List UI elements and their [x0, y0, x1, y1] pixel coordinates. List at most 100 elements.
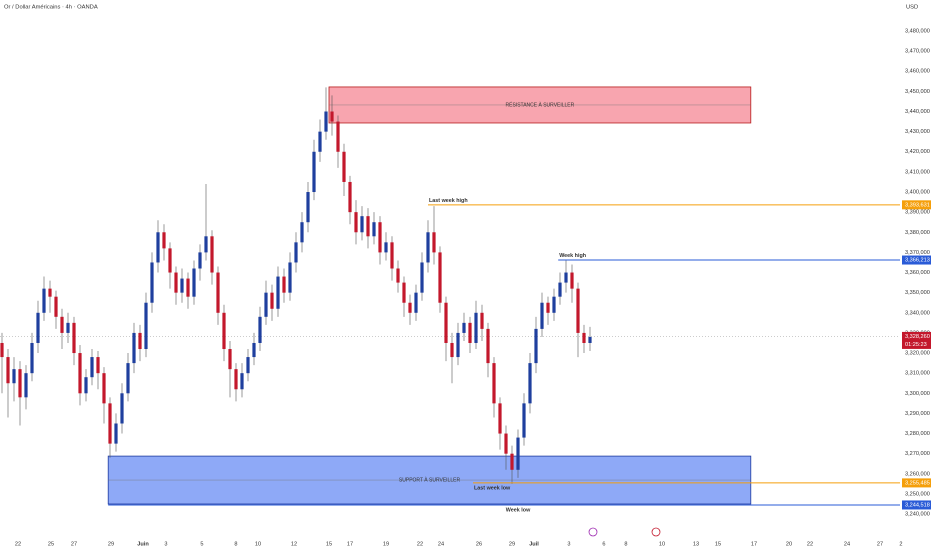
candle-body: [306, 192, 310, 223]
candle-body: [258, 316, 262, 343]
x-tick-label: 29: [509, 541, 515, 547]
candle-body: [552, 296, 556, 313]
x-tick-label: 10: [659, 541, 665, 547]
x-tick-label: 3: [164, 541, 167, 547]
candle-body: [498, 403, 502, 434]
candle-body: [90, 357, 94, 378]
candle-body: [474, 312, 478, 343]
candle-body: [102, 373, 106, 404]
event-icon[interactable]: [588, 527, 598, 537]
candle-body: [420, 262, 424, 293]
y-tick-label: 3,460,000: [905, 69, 930, 75]
event-icons: [588, 527, 661, 537]
candle-body: [540, 302, 544, 329]
x-tick-label: 20: [786, 541, 792, 547]
x-tick-label: 22: [807, 541, 813, 547]
x-tick-label: 26: [476, 541, 482, 547]
candle-body: [48, 288, 52, 297]
level-label: Last week low: [474, 485, 511, 491]
x-tick-label: 27: [71, 541, 77, 547]
y-tick-label: 3,440,000: [905, 109, 930, 115]
candle-body: [444, 302, 448, 343]
candle-body: [186, 278, 190, 297]
x-tick-label: 22: [15, 541, 21, 547]
candle-body: [246, 357, 250, 374]
candle-body: [276, 276, 280, 309]
candle-body: [66, 322, 70, 333]
y-tick-label: 3,300,000: [905, 391, 930, 397]
candle-body: [366, 216, 370, 237]
candle-body: [264, 292, 268, 317]
candle-body: [216, 272, 220, 313]
candle-body: [252, 342, 256, 358]
candle-body: [504, 433, 508, 454]
y-tick-label: 3,290,000: [905, 411, 930, 417]
candle-body: [198, 252, 202, 269]
y-tick-label: 3,370,000: [905, 250, 930, 256]
y-tick-label: 3,390,000: [905, 210, 930, 216]
candle-body: [330, 111, 334, 122]
countdown-label: 01:25:23: [905, 342, 927, 348]
y-tick-label: 3,410,000: [905, 169, 930, 175]
candle-body: [72, 322, 76, 354]
x-tick-label: Juil: [529, 541, 539, 547]
candle-body: [312, 151, 316, 193]
x-tick-label: 12: [291, 541, 297, 547]
y-tick-label: 3,380,000: [905, 230, 930, 236]
candle-body: [432, 232, 436, 253]
candle-body: [570, 272, 574, 289]
y-tick-label: 3,260,000: [905, 471, 930, 477]
zone-label: SUPPORT À SURVEILLER: [399, 476, 461, 483]
x-tick-label: 17: [347, 541, 353, 547]
candle-body: [288, 262, 292, 293]
candle-body: [318, 131, 322, 152]
current-price-tag: [902, 331, 931, 349]
candle-body: [168, 248, 172, 273]
candle-body: [342, 151, 346, 182]
candle-body: [300, 222, 304, 243]
x-tick-label: 8: [624, 541, 627, 547]
candle-body: [522, 403, 526, 438]
candle-body: [108, 403, 112, 444]
x-tick-label: 24: [438, 541, 444, 547]
candle-body: [150, 262, 154, 303]
x-tick-label: 27: [877, 541, 883, 547]
candle-body: [372, 222, 376, 237]
event-icon[interactable]: [651, 527, 661, 537]
x-tick-label: 13: [693, 541, 699, 547]
candle-body: [120, 393, 124, 424]
y-tick-label: 3,350,000: [905, 290, 930, 296]
x-tick-label: 17: [751, 541, 757, 547]
candle-body: [516, 437, 520, 470]
x-tick-label: 24: [844, 541, 850, 547]
candle-body: [204, 236, 208, 253]
candle-body: [414, 292, 418, 313]
x-tick-label: 19: [383, 541, 389, 547]
candle-body: [24, 373, 28, 398]
candle-body: [96, 357, 100, 374]
candle-body: [144, 302, 148, 350]
candle-body: [534, 328, 538, 364]
currency-label: USD: [906, 5, 918, 11]
y-tick-label: 3,400,000: [905, 190, 930, 196]
candle-body: [42, 288, 46, 313]
candle-body: [192, 268, 196, 297]
candle-body: [426, 232, 430, 263]
candle-body: [546, 302, 550, 313]
candle-body: [12, 369, 16, 384]
candle-body: [486, 328, 490, 364]
candle-body: [294, 242, 298, 263]
y-tick-label: 3,310,000: [905, 371, 930, 377]
y-tick-label: 3,280,000: [905, 431, 930, 437]
candle-body: [384, 242, 388, 253]
y-tick-label: 3,480,000: [905, 28, 930, 34]
candle-body: [480, 312, 484, 329]
candle-body: [408, 302, 412, 313]
candle-body: [456, 332, 460, 358]
candle-body: [228, 349, 232, 370]
candle-body: [78, 353, 82, 394]
candle-body: [468, 322, 472, 343]
level-tag: [902, 200, 931, 210]
candle-body: [234, 369, 238, 390]
